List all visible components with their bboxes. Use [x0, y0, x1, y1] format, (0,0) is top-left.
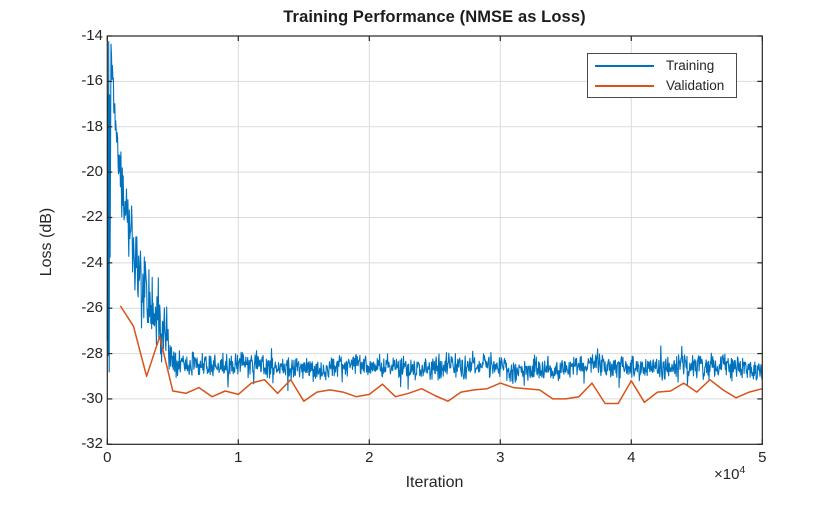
y-tick-label-3: -20: [81, 163, 103, 181]
x-tick-label-2: 2: [365, 449, 374, 466]
legend-entry-training: Training: [588, 56, 736, 76]
y-tick-label-5: -24: [81, 253, 103, 271]
y-tick-label-7: -28: [81, 344, 103, 362]
training-line: [106, 41, 763, 392]
legend-line-sample-validation: [595, 84, 654, 87]
x-axis-multiplier: ×104: [714, 464, 745, 483]
legend-line-sample-training: [595, 64, 654, 67]
y-tick-label-6: -26: [81, 299, 103, 317]
chart-title: Training Performance (NMSE as Loss): [283, 8, 586, 26]
x-axis-multiplier-base: ×10: [714, 466, 740, 483]
y-axis-label: Loss (dB): [38, 207, 55, 277]
x-tick-label-0: 0: [103, 449, 112, 466]
x-tick-label-1: 1: [234, 449, 243, 466]
x-tick-label-4: 4: [627, 449, 636, 466]
y-tick-label-0: -14: [81, 27, 103, 44]
validation-line: [119, 305, 763, 405]
x-axis-multiplier-exponent: 4: [739, 464, 746, 476]
x-tick-label-3: 3: [496, 449, 505, 466]
y-tick-label-2: -18: [81, 117, 103, 135]
legend-label-training: Training: [666, 58, 715, 73]
y-tick-label-9: -32: [81, 435, 103, 453]
x-tick-label-5: 5: [758, 449, 767, 466]
y-tick-label-1: -16: [81, 72, 103, 90]
y-tick-label-4: -22: [81, 208, 103, 226]
axes-box: [106, 35, 763, 445]
legend-label-validation: Validation: [666, 78, 725, 93]
legend: Training Validation: [587, 53, 737, 98]
y-tick-label-8: -30: [81, 389, 103, 407]
x-axis-label: Iteration: [405, 474, 464, 491]
legend-entry-validation: Validation: [588, 76, 736, 96]
